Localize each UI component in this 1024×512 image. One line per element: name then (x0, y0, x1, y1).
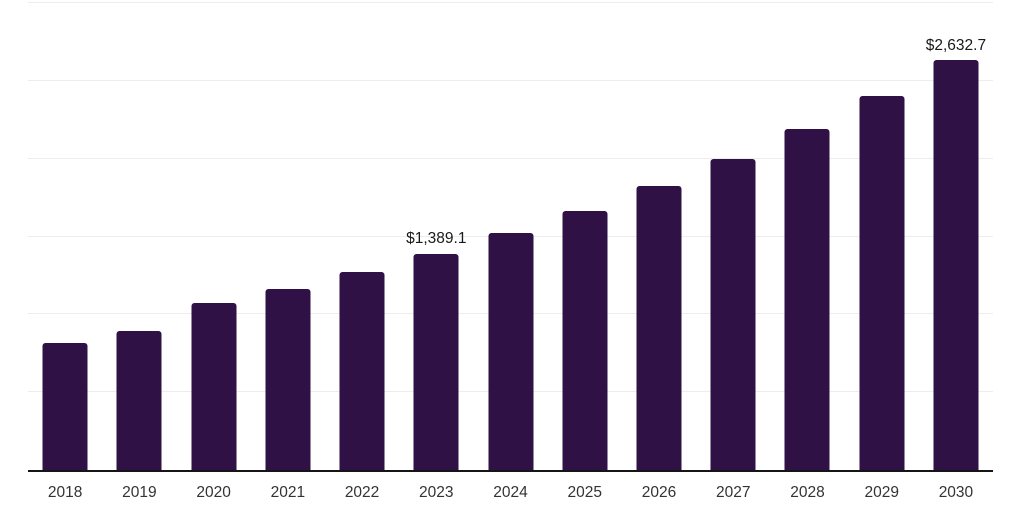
x-tick-label-2018: 2018 (47, 484, 83, 501)
bar-2030 (933, 60, 979, 470)
x-tick-label-2022: 2022 (344, 484, 380, 501)
bar-2026 (636, 185, 682, 470)
gridline-2500 (28, 79, 993, 81)
bar-slot-2019 (102, 3, 176, 470)
bar-slot-2021 (251, 3, 325, 470)
bar-slot-2027 (696, 3, 770, 470)
bar-2022 (339, 272, 385, 470)
plot-area: $1,389.1 $2,632.7 (28, 2, 993, 472)
x-tick-label-2028: 2028 (790, 484, 825, 501)
bar-2019 (116, 331, 162, 470)
bar-slot-2018 (28, 3, 102, 470)
bar-2021 (265, 288, 311, 470)
x-tick-label-2023: 2023 (419, 484, 454, 501)
x-tick-label-2030: 2030 (938, 484, 974, 501)
bar-slot-2023: $1,389.1 (399, 3, 473, 470)
bar-2029 (859, 96, 905, 470)
x-tick-label-2019: 2019 (122, 484, 157, 501)
bar-slot-2024 (473, 3, 547, 470)
bar-slot-2030: $2,632.7 (919, 3, 993, 470)
x-tick-label-2025: 2025 (567, 484, 602, 501)
x-tick-label-2026: 2026 (641, 484, 677, 501)
x-tick-label-2024: 2024 (493, 484, 528, 501)
bar-2020 (191, 303, 237, 470)
gridline-3000 (28, 2, 993, 3)
bar-2025 (562, 210, 608, 470)
bar-slot-2025 (548, 3, 622, 470)
gridline-2000 (28, 157, 993, 159)
bar-slot-2028 (770, 3, 844, 470)
bar-2024 (488, 233, 534, 470)
bar-slot-2026 (622, 3, 696, 470)
bar-2028 (784, 128, 830, 470)
x-tick-label-2027: 2027 (715, 484, 751, 501)
bar-2023 (413, 253, 459, 470)
bar-slot-2022 (325, 3, 399, 470)
x-tick-label-2020: 2020 (196, 484, 231, 501)
data-label-2030: $2,632.7 (925, 36, 987, 54)
bar-2027 (710, 158, 756, 470)
x-tick-label-2021: 2021 (270, 484, 306, 501)
bar-slot-2020 (176, 3, 250, 470)
x-tick-label-2029: 2029 (864, 484, 899, 501)
bars-row: $1,389.1 $2,632.7 (28, 3, 993, 470)
x-axis: 2018 2019 2020 2021 2022 2023 2024 2025 2026 2027… (28, 484, 993, 503)
data-label-2023: $1,389.1 (406, 230, 467, 248)
bar-2018 (42, 342, 88, 470)
bar-slot-2029 (845, 3, 919, 470)
